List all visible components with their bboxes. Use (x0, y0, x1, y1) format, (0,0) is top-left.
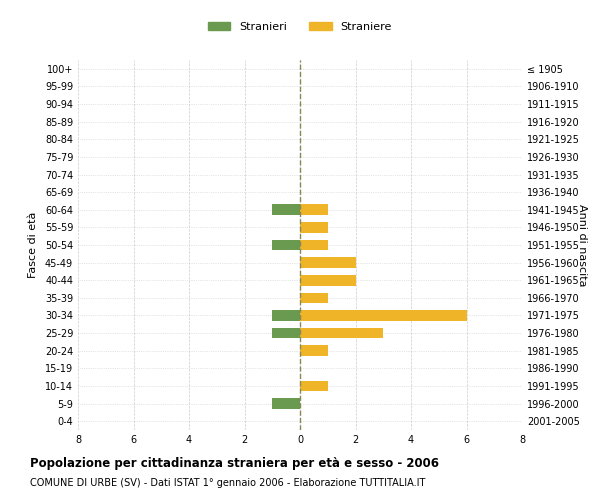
Bar (272, 310, 300, 321)
Text: COMUNE DI URBE (SV) - Dati ISTAT 1° gennaio 2006 - Elaborazione TUTTITALIA.IT: COMUNE DI URBE (SV) - Dati ISTAT 1° genn… (30, 478, 425, 488)
Bar (272, 398, 300, 409)
Y-axis label: Fasce di età: Fasce di età (28, 212, 38, 278)
Bar (300, 204, 328, 215)
Bar (272, 328, 300, 338)
Bar (300, 240, 328, 250)
Bar (300, 258, 355, 268)
Bar (272, 240, 300, 250)
Bar (300, 222, 328, 232)
Bar (300, 275, 355, 285)
Text: Popolazione per cittadinanza straniera per età e sesso - 2006: Popolazione per cittadinanza straniera p… (30, 458, 439, 470)
Bar (300, 346, 328, 356)
Bar (300, 380, 328, 391)
Bar (300, 328, 383, 338)
Bar (272, 204, 300, 215)
Bar (300, 292, 328, 303)
Bar (300, 310, 467, 321)
Y-axis label: Anni di nascita: Anni di nascita (577, 204, 587, 286)
Legend: Stranieri, Straniere: Stranieri, Straniere (204, 18, 396, 36)
